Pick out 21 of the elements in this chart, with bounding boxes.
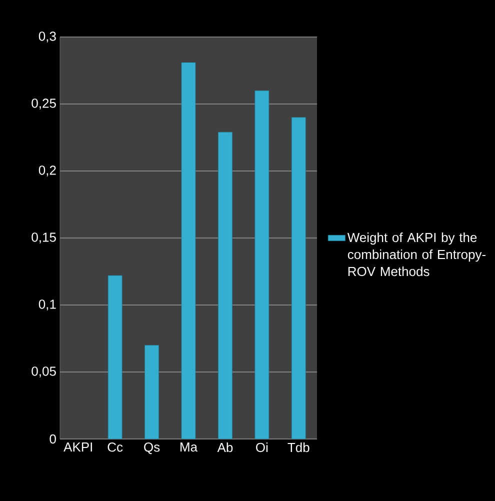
- bar: [108, 275, 122, 439]
- y-tick-label: 0: [50, 434, 56, 444]
- legend-label: Weight of AKPI by the combination of Entropy-ROV Methods: [347, 232, 486, 276]
- y-tick-label: 0,25: [32, 98, 56, 110]
- bar: [144, 344, 159, 439]
- x-tick-label: Ma: [180, 442, 198, 452]
- y-tick-label: 0,2: [38, 166, 56, 176]
- x-tick-label: AKPI: [64, 442, 92, 452]
- y-tick-label: 0,05: [32, 366, 56, 378]
- bar: [291, 117, 306, 439]
- bar: [181, 62, 196, 439]
- y-tick-label: 0,1: [38, 300, 56, 310]
- y-tick-label: 0,15: [32, 232, 56, 244]
- bar: [218, 132, 232, 439]
- x-tick-label: Qs: [144, 442, 160, 454]
- y-tick-label: 0,3: [38, 32, 56, 42]
- x-tick-label: Oi: [256, 442, 268, 452]
- bar: [254, 90, 270, 439]
- x-tick-label: Cc: [108, 442, 123, 452]
- x-tick-label: Ab: [217, 442, 233, 452]
- x-tick-label: Tdb: [288, 442, 310, 452]
